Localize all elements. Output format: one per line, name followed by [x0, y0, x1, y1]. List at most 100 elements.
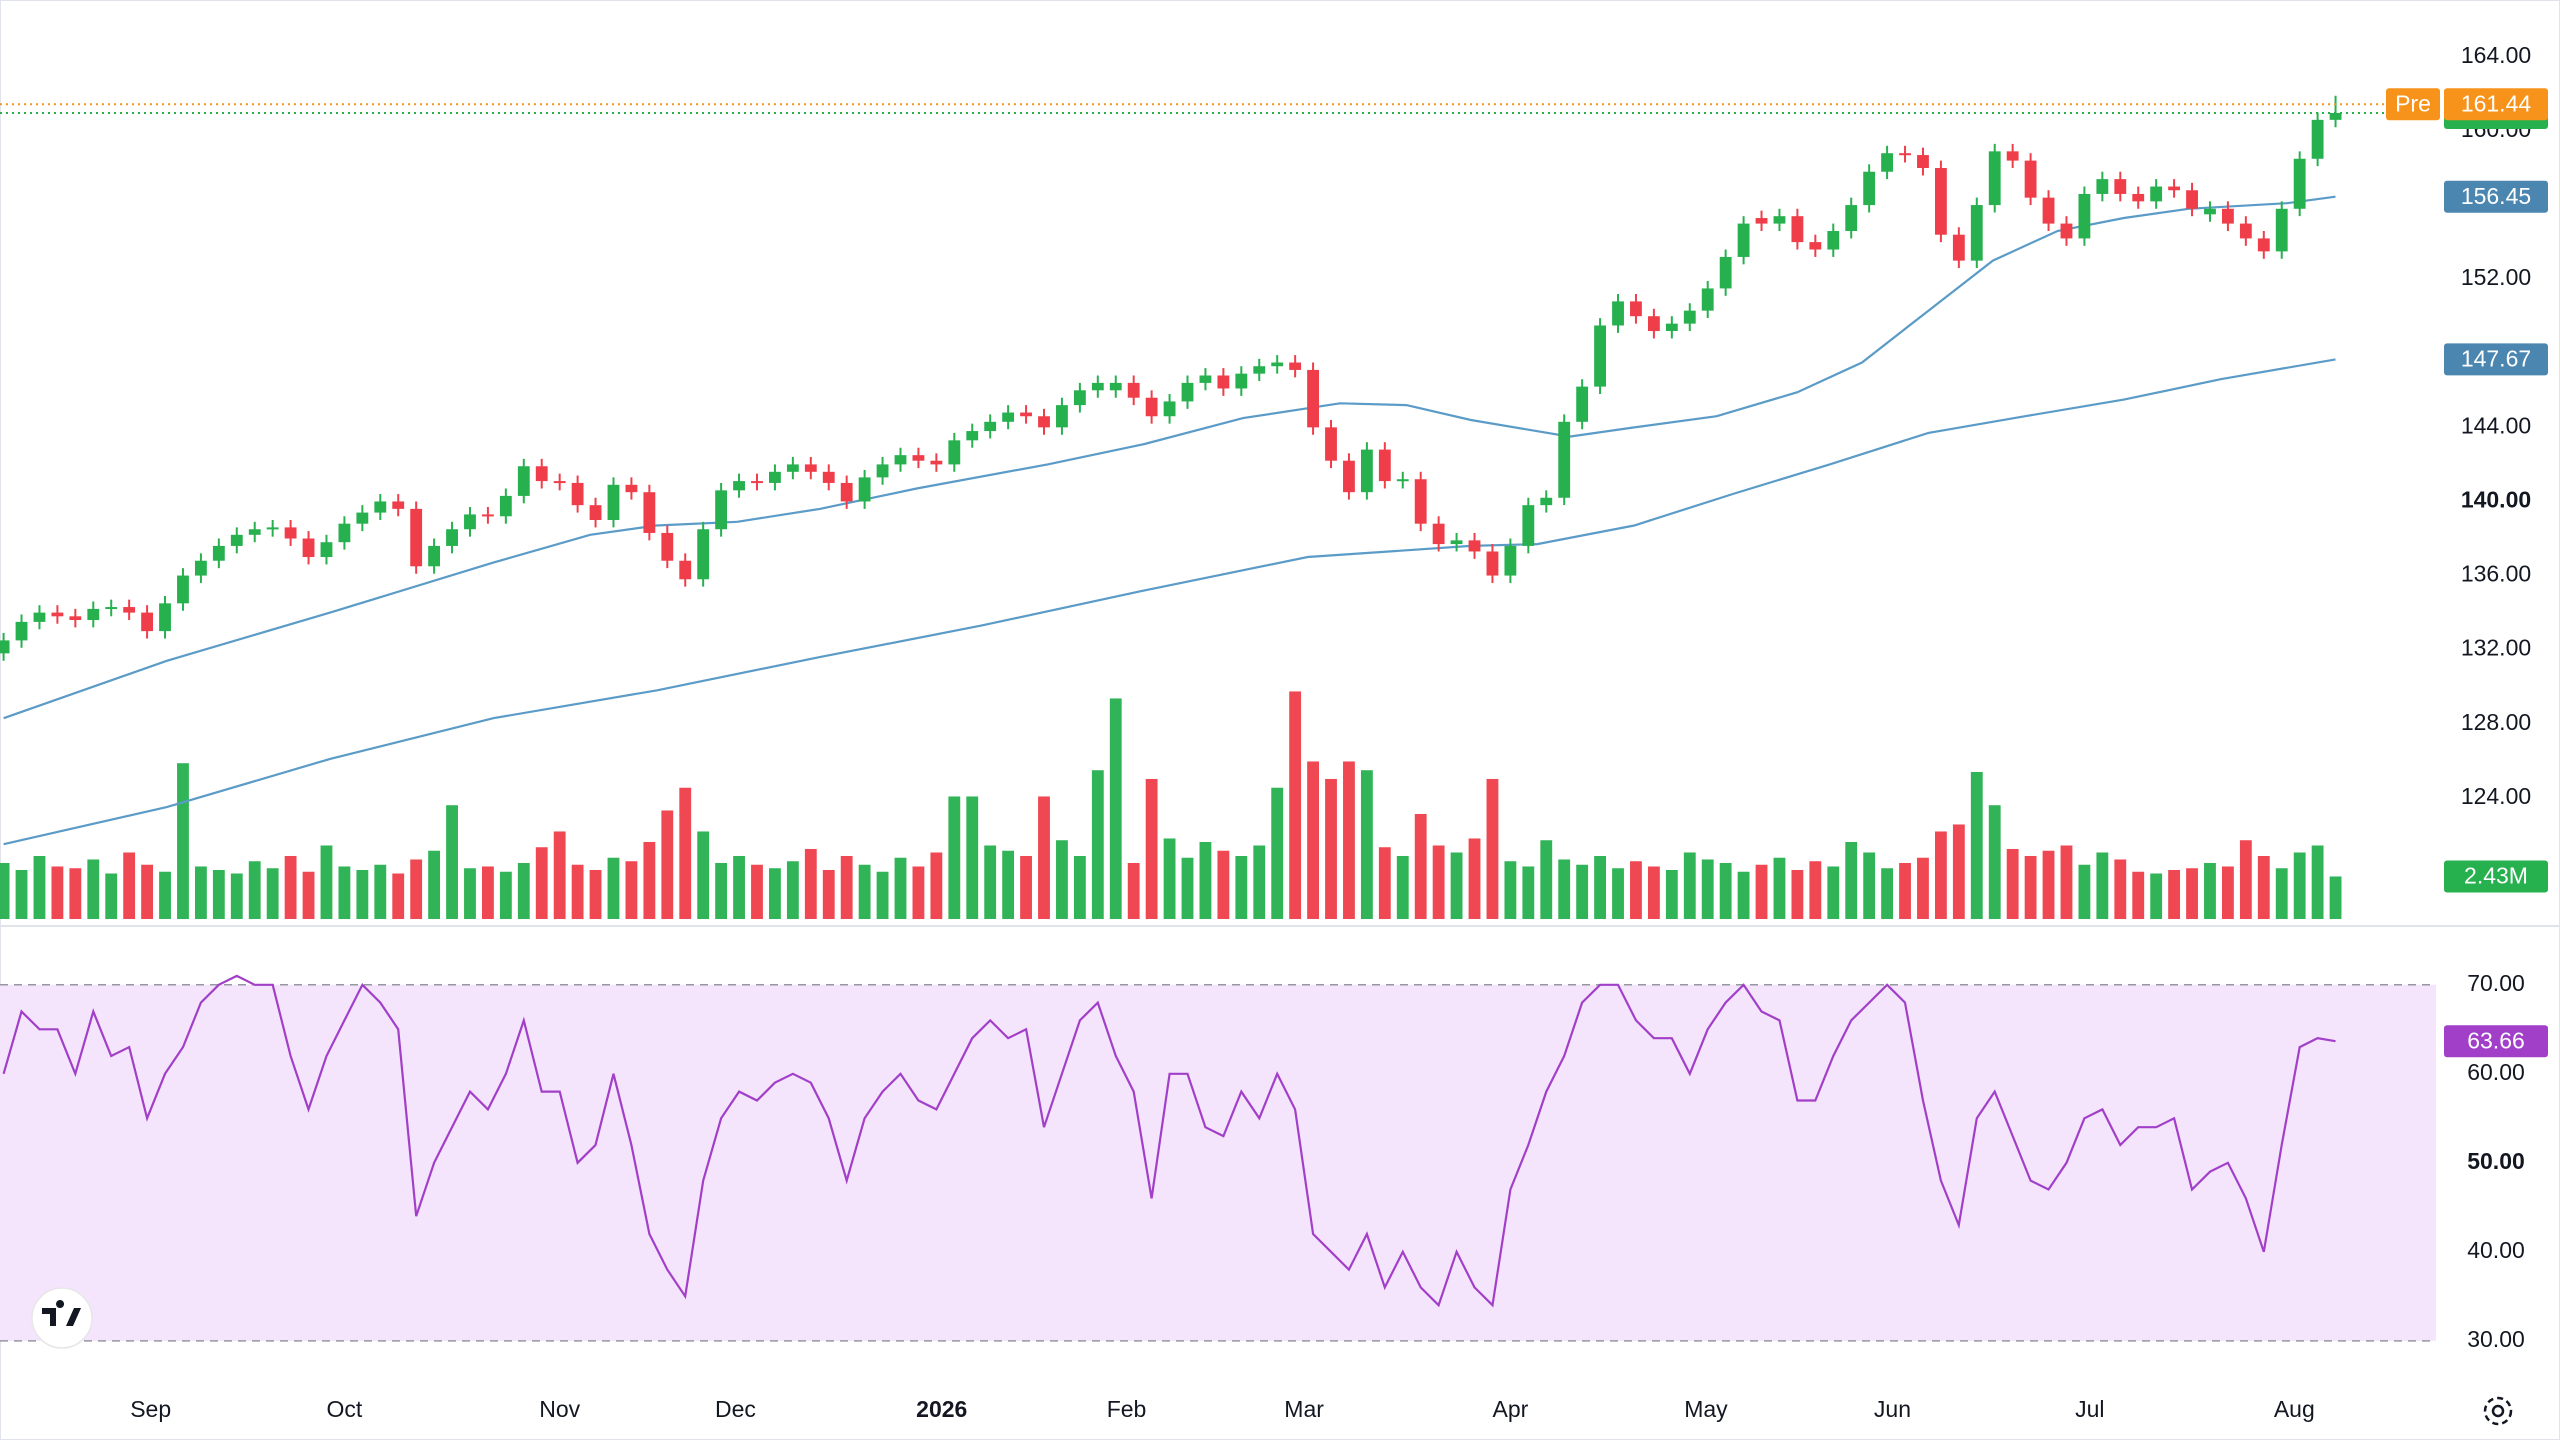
premarket-tag: Pre	[2395, 90, 2431, 116]
candle-body	[266, 527, 279, 530]
candle-body	[1325, 427, 1337, 461]
y-tick-label: 136.00	[2461, 561, 2531, 587]
volume-bar	[1414, 813, 1427, 919]
candle-body	[840, 482, 853, 502]
candle-body	[1091, 382, 1104, 391]
volume-bar	[212, 869, 225, 919]
x-tick-label: Sep	[130, 1396, 171, 1422]
candle-body	[1056, 405, 1068, 428]
volume-bar	[1809, 861, 1822, 919]
volume-bar	[1612, 868, 1624, 919]
volume-bar	[1235, 855, 1248, 919]
premarket-tag-bg	[2386, 88, 2440, 121]
candle-body	[87, 608, 100, 621]
candle-body	[320, 542, 333, 558]
volume-bar	[1360, 770, 1373, 919]
volume-bar	[571, 864, 584, 919]
candle-body	[1002, 412, 1015, 422]
candle-body	[2221, 208, 2234, 224]
candle-body	[2042, 197, 2055, 224]
tradingview-logo[interactable]	[31, 1287, 93, 1349]
volume-bar	[1773, 857, 1786, 919]
volume-bar	[177, 763, 189, 919]
volume-bar	[2239, 840, 2252, 919]
rsi-tick-label: 30.00	[2467, 1326, 2525, 1352]
volume-bar	[966, 796, 979, 919]
volume-bar	[2186, 868, 2198, 919]
volume-bar	[1289, 691, 1302, 919]
candle-body	[697, 529, 710, 580]
volume-bar	[141, 864, 154, 919]
rsi-badge-bg	[2444, 1025, 2548, 1058]
volume-bar	[894, 857, 907, 919]
settings-button[interactable]	[2483, 1396, 2513, 1426]
candle-body	[679, 560, 692, 580]
candle-body	[715, 490, 728, 530]
volume-bar	[625, 861, 638, 919]
volume-bar	[1343, 761, 1355, 919]
volume-bar	[2006, 848, 2019, 919]
candle-body	[1881, 153, 1894, 172]
candle-body	[1038, 416, 1050, 428]
candle-body	[1109, 382, 1122, 391]
y-tick-label: 140.00	[2461, 487, 2531, 513]
candle-body	[230, 534, 243, 546]
ma-badge-bg	[2444, 180, 2548, 213]
candle-body	[1378, 449, 1391, 482]
candle-body	[410, 508, 423, 567]
volume-bar	[1737, 871, 1750, 919]
volume-bar	[1181, 857, 1194, 919]
candle-body	[33, 612, 46, 622]
candle-body	[446, 529, 458, 546]
candle-body	[2132, 193, 2145, 202]
volume-bar	[1988, 805, 2001, 919]
ma-badge: 147.67	[2461, 345, 2531, 371]
volume-bar	[1630, 861, 1642, 919]
x-tick-label: Mar	[1284, 1396, 1324, 1422]
candle-body	[2329, 112, 2342, 120]
candle-body	[661, 532, 674, 561]
candle-body	[2239, 223, 2252, 239]
logo-circle	[31, 1287, 93, 1349]
volume-bar	[1845, 841, 1858, 919]
volume-bar	[1665, 869, 1678, 919]
volume-bar	[159, 871, 171, 919]
rsi-tick-label: 60.00	[2467, 1059, 2525, 1085]
candle-body	[499, 495, 512, 517]
volume-bar	[553, 831, 566, 919]
volume-bar	[1253, 845, 1266, 919]
candle-body	[589, 505, 602, 520]
gear-outer	[2483, 1396, 2513, 1426]
volume-bar	[15, 869, 28, 919]
volume-bar	[2114, 859, 2127, 919]
volume-bar	[1109, 698, 1122, 919]
candle-body	[1773, 216, 1786, 224]
volume-bar	[464, 868, 476, 919]
candle-body	[194, 560, 207, 576]
candle-body	[984, 421, 997, 432]
candle-body	[2150, 186, 2163, 202]
volume-bar	[499, 871, 512, 919]
candle-body	[1899, 153, 1911, 156]
candle-body	[2204, 208, 2216, 215]
candle-body	[1450, 540, 1463, 545]
volume-bar	[1145, 778, 1158, 919]
y-tick-label: 144.00	[2461, 412, 2531, 438]
candle-body	[464, 514, 476, 530]
rsi-band-fill	[0, 984, 2436, 1341]
volume-badge: 2.43M	[2464, 863, 2528, 889]
candle-body	[2311, 119, 2324, 159]
volume-bar	[733, 855, 745, 919]
candle-body	[1486, 551, 1499, 576]
x-tick-label: Jun	[1874, 1396, 1911, 1422]
candle-body	[751, 481, 763, 484]
candle-body	[786, 464, 799, 472]
volume-bar	[1899, 862, 1911, 919]
premarket-badge: 161.44	[2461, 90, 2532, 116]
volume-bar	[105, 873, 118, 919]
volume-bar	[930, 852, 943, 919]
volume-bar	[51, 866, 64, 919]
candle-body	[607, 484, 620, 520]
candle-body	[1020, 412, 1032, 417]
volume-bar	[1217, 850, 1230, 919]
